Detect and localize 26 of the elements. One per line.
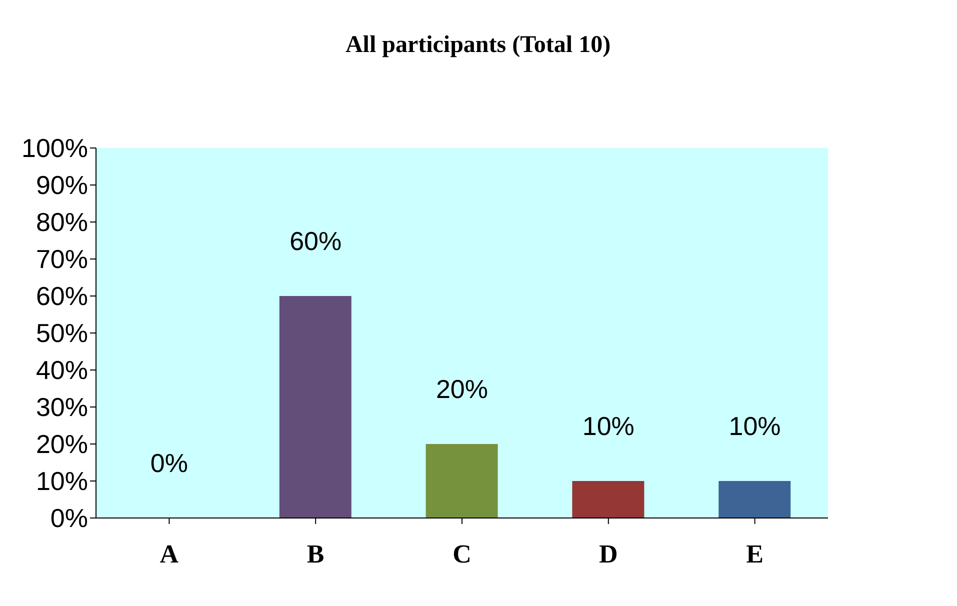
- y-tick-label: 100%: [22, 133, 88, 164]
- y-tick-label: 10%: [36, 466, 88, 496]
- x-tick-label: E: [746, 539, 764, 568]
- chart-title: All participants (Total 10): [345, 32, 611, 58]
- data-label: 10%: [728, 411, 782, 442]
- y-tick-label: 20%: [36, 429, 88, 460]
- x-tick-label: D: [599, 539, 618, 568]
- data-label: 0%: [149, 448, 189, 479]
- data-label: 10%: [581, 411, 636, 442]
- x-tick-label: A: [160, 539, 179, 568]
- x-tick-label: C: [452, 539, 472, 568]
- y-tick-label: 50%: [36, 318, 88, 348]
- bar: [718, 481, 791, 518]
- y-tick-label: 40%: [36, 355, 88, 386]
- data-label: 20%: [434, 374, 490, 405]
- y-tick-label: 0%: [50, 503, 88, 534]
- y-tick-label: 90%: [36, 170, 88, 200]
- y-tick-label: 80%: [36, 207, 88, 238]
- y-tick-label: 30%: [36, 392, 88, 422]
- data-label: 60%: [288, 226, 343, 257]
- x-tick-label: B: [306, 539, 324, 568]
- bar: [572, 481, 644, 518]
- bar: [279, 296, 352, 518]
- bar: [426, 444, 498, 518]
- y-tick-label: 70%: [36, 244, 88, 274]
- y-tick-label: 60%: [36, 281, 88, 312]
